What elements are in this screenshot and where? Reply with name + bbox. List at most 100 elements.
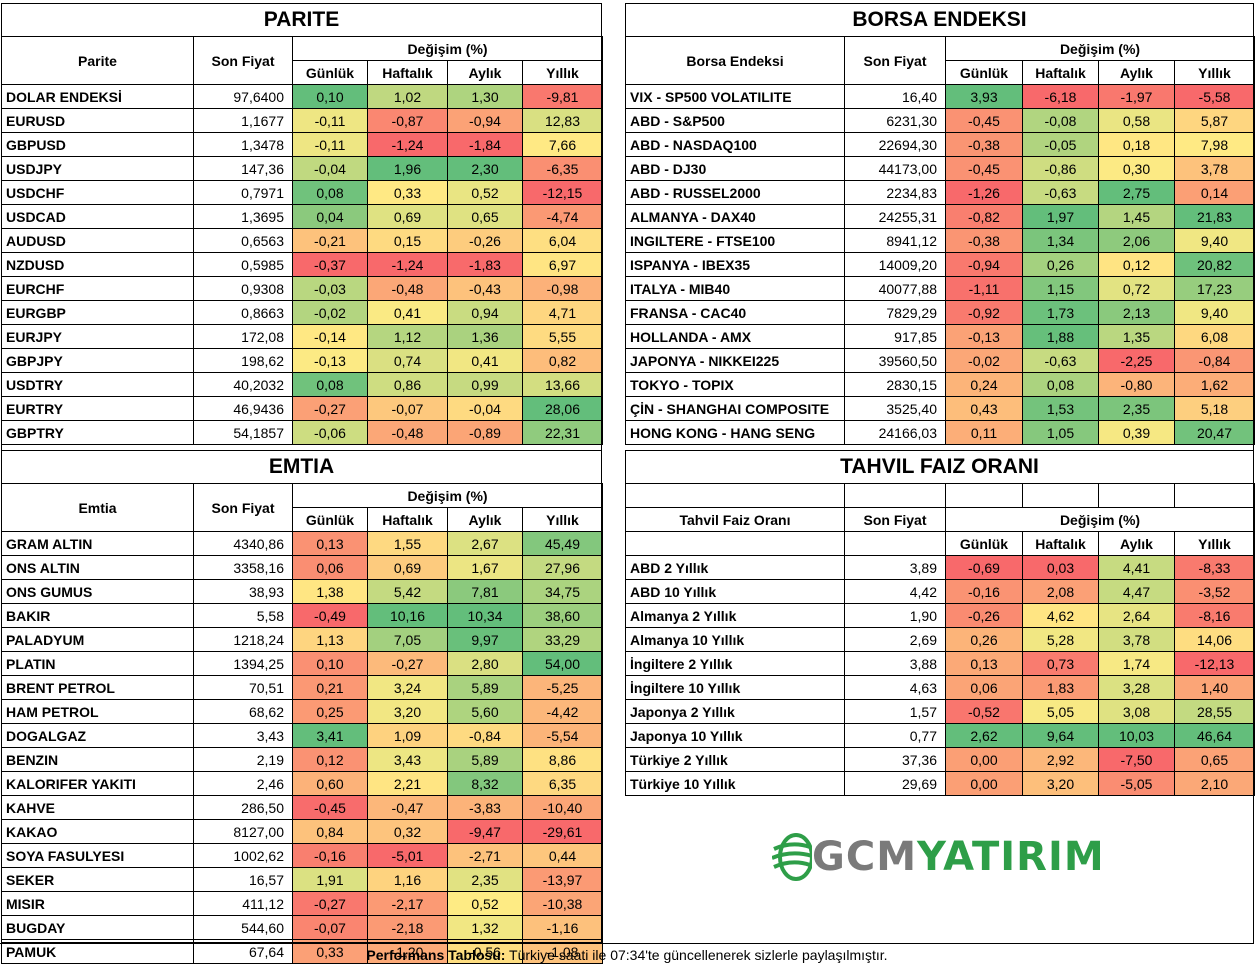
row-price: 2,46 xyxy=(193,771,293,796)
row-change-h: 1,53 xyxy=(1022,396,1099,421)
row-name: KAKAO xyxy=(1,819,194,844)
row-change-g: 0,06 xyxy=(945,675,1023,700)
table-row: MISIR 411,12 -0,27 -2,17 0,52 -10,38 xyxy=(1,891,603,916)
row-change-h: 0,73 xyxy=(1022,651,1099,676)
row-change-y: 38,60 xyxy=(522,603,603,628)
table-row: İngiltere 10 Yıllık 4,63 0,06 1,83 3,28 1,40 xyxy=(625,675,1255,700)
row-change-h: -1,24 xyxy=(367,252,448,277)
row-change-y: -29,61 xyxy=(522,819,603,844)
borsa-body: Borsa Endeksi Son Fiyat Değişim (%) Günlük H… xyxy=(625,36,1255,445)
table-row: HONG KONG - HANG SENG 24166,03 0,11 1,05 0,3… xyxy=(625,420,1255,445)
degisim-header: Değişim (%) xyxy=(945,507,1255,532)
row-change-a: 9,97 xyxy=(447,627,523,652)
row-change-h: 1,15 xyxy=(1022,276,1099,301)
row-name: GBPJPY xyxy=(1,348,194,373)
row-price: 97,6400 xyxy=(193,84,293,109)
row-price: 70,51 xyxy=(193,675,293,700)
row-change-h: 1,16 xyxy=(367,867,448,892)
gunluk-header: Günlük xyxy=(945,531,1023,556)
footer-bold: Performans Tablosu: xyxy=(366,947,506,963)
row-change-y: -6,35 xyxy=(522,156,603,181)
row-change-y: 1,40 xyxy=(1174,675,1255,700)
row-name: AUDUSD xyxy=(1,228,194,253)
table-row: AUDUSD 0,6563 -0,21 0,15 -0,26 6,04 xyxy=(1,228,603,253)
row-change-h: 0,26 xyxy=(1022,252,1099,277)
row-change-a: -0,04 xyxy=(447,396,523,421)
row-change-a: 0,58 xyxy=(1098,108,1175,133)
row-change-h: 1,96 xyxy=(367,156,448,181)
row-change-h: -1,24 xyxy=(367,132,448,157)
row-change-a: 3,28 xyxy=(1098,675,1175,700)
row-change-a: -0,84 xyxy=(447,723,523,748)
row-change-a: 4,47 xyxy=(1098,579,1175,604)
empty-cell xyxy=(625,483,845,508)
son-fiyat-header: Son Fiyat xyxy=(193,483,293,532)
row-change-h: 0,33 xyxy=(367,180,448,205)
row-change-h: 1,97 xyxy=(1022,204,1099,229)
row-change-y: -10,40 xyxy=(522,795,603,820)
row-price: 44173,00 xyxy=(844,156,946,181)
header-row: Emtia Son Fiyat Değişim (%) xyxy=(1,483,603,532)
table-row: USDCAD 1,3695 0,04 0,69 0,65 -4,74 xyxy=(1,204,603,229)
tahvil-table: Tahvil Faiz Oranı Son Fiyat Değişim (%) Gün… xyxy=(625,483,1255,796)
header-row: Tahvil Faiz Oranı Son Fiyat Değişim (%) xyxy=(625,507,1255,532)
row-price: 8941,12 xyxy=(844,228,946,253)
table-row: USDCHF 0,7971 0,08 0,33 0,52 -12,15 xyxy=(1,180,603,205)
row-name: HAM PETROL xyxy=(1,699,194,724)
row-change-h: 0,69 xyxy=(367,204,448,229)
row-change-g: 0,11 xyxy=(945,420,1023,445)
row-name: ONS GUMUS xyxy=(1,579,194,604)
row-name: ABD - S&P500 xyxy=(625,108,845,133)
row-name: DOLAR ENDEKSİ xyxy=(1,84,194,109)
row-change-g: -0,69 xyxy=(945,555,1023,580)
row-price: 39560,50 xyxy=(844,348,946,373)
row-change-y: 1,62 xyxy=(1174,372,1255,397)
row-change-h: -0,63 xyxy=(1022,348,1099,373)
row-change-y: 33,29 xyxy=(522,627,603,652)
row-change-a: 3,08 xyxy=(1098,699,1175,724)
row-name: USDCAD xyxy=(1,204,194,229)
row-name: PALADYUM xyxy=(1,627,194,652)
col-label-header: Borsa Endeksi xyxy=(625,36,845,85)
row-price: 4,42 xyxy=(844,579,946,604)
row-name: ISPANYA - IBEX35 xyxy=(625,252,845,277)
row-name: GBPUSD xyxy=(1,132,194,157)
row-change-a: 0,52 xyxy=(447,180,523,205)
row-change-h: -0,47 xyxy=(367,795,448,820)
table-row: Japonya 10 Yıllık 0,77 2,62 9,64 10,03 46,64 xyxy=(625,723,1255,748)
table-row: EURGBP 0,8663 -0,02 0,41 0,94 4,71 xyxy=(1,300,603,325)
borsa-panel: BORSA ENDEKSI Borsa Endeksi Son Fiyat Deği… xyxy=(625,3,1255,445)
row-price: 40,2032 xyxy=(193,372,293,397)
row-change-g: 1,13 xyxy=(292,627,368,652)
row-change-h: 1,05 xyxy=(1022,420,1099,445)
table-row: EURCHF 0,9308 -0,03 -0,48 -0,43 -0,98 xyxy=(1,276,603,301)
tahvil-panel: TAHVIL FAIZ ORANI Tahvil Faiz Oranı Son F… xyxy=(625,450,1255,796)
row-name: NZDUSD xyxy=(1,252,194,277)
son-fiyat-header: Son Fiyat xyxy=(844,36,946,85)
row-change-h: -0,08 xyxy=(1022,108,1099,133)
row-change-h: -0,86 xyxy=(1022,156,1099,181)
row-price: 286,50 xyxy=(193,795,293,820)
table-row: KAKAO 8127,00 0,84 0,32 -9,47 -29,61 xyxy=(1,819,603,844)
row-price: 29,69 xyxy=(844,771,946,796)
table-row: VIX - SP500 VOLATILITE 16,40 3,93 -6,18 -1,9… xyxy=(625,84,1255,109)
row-change-g: 0,21 xyxy=(292,675,368,700)
row-name: EURUSD xyxy=(1,108,194,133)
row-price: 2830,15 xyxy=(844,372,946,397)
row-change-g: -0,13 xyxy=(292,348,368,373)
yillik-header: Yıllık xyxy=(522,507,603,532)
empty-cell xyxy=(1022,483,1099,508)
subheader-row: Günlük Haftalık Aylık Yıllık xyxy=(625,531,1255,556)
row-price: 0,7971 xyxy=(193,180,293,205)
row-change-h: -5,01 xyxy=(367,843,448,868)
row-change-g: 0,12 xyxy=(292,747,368,772)
row-change-g: 0,08 xyxy=(292,180,368,205)
row-change-h: 1,02 xyxy=(367,84,448,109)
table-row: BAKIR 5,58 -0,49 10,16 10,34 38,60 xyxy=(1,603,603,628)
parite-title: PARITE xyxy=(1,3,602,37)
row-price: 7829,29 xyxy=(844,300,946,325)
row-change-g: 0,06 xyxy=(292,555,368,580)
row-price: 5,58 xyxy=(193,603,293,628)
row-price: 172,08 xyxy=(193,324,293,349)
row-change-g: -0,45 xyxy=(945,156,1023,181)
